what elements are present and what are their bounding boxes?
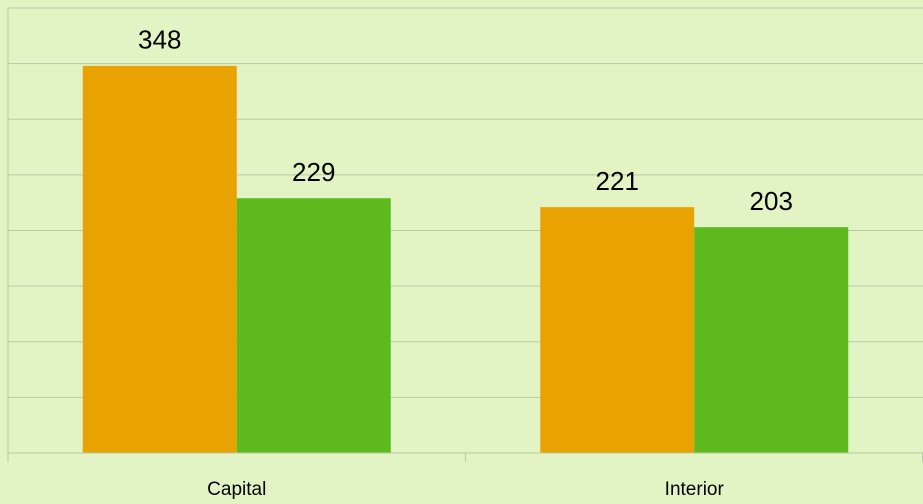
bar: [540, 207, 695, 453]
bar: [694, 227, 849, 453]
value-label: 229: [292, 157, 335, 187]
x-tick-label: Capital: [207, 479, 266, 500]
value-label: 221: [596, 166, 639, 196]
bar: [82, 65, 237, 453]
bar: [236, 198, 391, 453]
value-label: 203: [750, 186, 793, 216]
value-label: 348: [138, 25, 181, 55]
x-tick-label: Interior: [665, 479, 725, 500]
